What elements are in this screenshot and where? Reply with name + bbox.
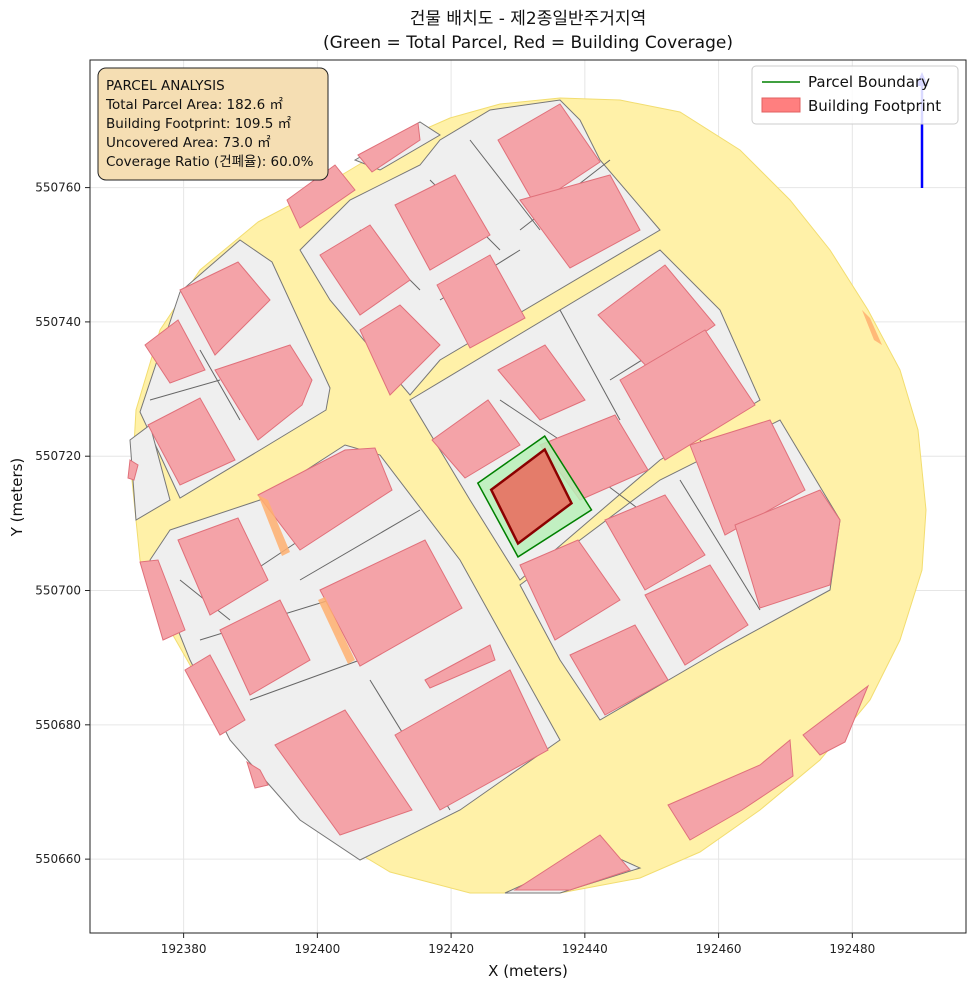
map-area [127,72,928,894]
legend-parcel-label: Parcel Boundary [808,73,930,91]
x-tick-label: 192380 [161,942,207,956]
buildings [127,103,870,891]
target-building-footprint[interactable] [489,447,574,546]
y-tick-label: 550740 [35,315,81,329]
y-axis-ticks: 550660 550680 550700 550720 550740 550760 [35,181,90,866]
axes-frame [89,59,967,934]
analysis-uncovered: Uncovered Area: 73.0 ㎡ [106,135,271,151]
x-tick-label: 192400 [294,942,340,956]
x-tick-label: 192420 [428,942,474,956]
analysis-total: Total Parcel Area: 182.6 ㎡ [105,97,283,113]
x-tick-label: 192440 [562,942,608,956]
x-tick-label: 192460 [696,942,742,956]
legend-footprint-swatch [761,97,801,113]
y-tick-label: 550720 [35,449,81,463]
legend-footprint-label: Building Footprint [808,97,941,115]
analysis-coverage: Coverage Ratio (건폐율): 60.0% [106,154,314,170]
y-tick-label: 550660 [35,852,81,866]
analysis-footprint: Building Footprint: 109.5 ㎡ [106,116,292,132]
analysis-header: PARCEL ANALYSIS [106,78,225,94]
x-axis-label: X (meters) [488,962,568,980]
chart-title: 건물 배치도 - 제2종일반주거지역 [410,9,646,29]
overlap-slivers [258,310,882,664]
legend: Parcel Boundary Building Footprint [751,65,959,125]
y-axis-label: Y (meters) [8,458,26,538]
y-tick-label: 550680 [35,718,81,732]
x-tick-label: 192480 [829,942,875,956]
y-tick-label: 550700 [35,584,81,598]
x-axis-ticks: 192380 192400 192420 192440 192460 192480 [161,933,875,956]
y-tick-label: 550760 [35,181,81,195]
chart-subtitle: (Green = Total Parcel, Red = Building Co… [323,33,733,53]
parcel-analysis-box: PARCEL ANALYSIS Total Parcel Area: 182.6… [97,67,329,181]
